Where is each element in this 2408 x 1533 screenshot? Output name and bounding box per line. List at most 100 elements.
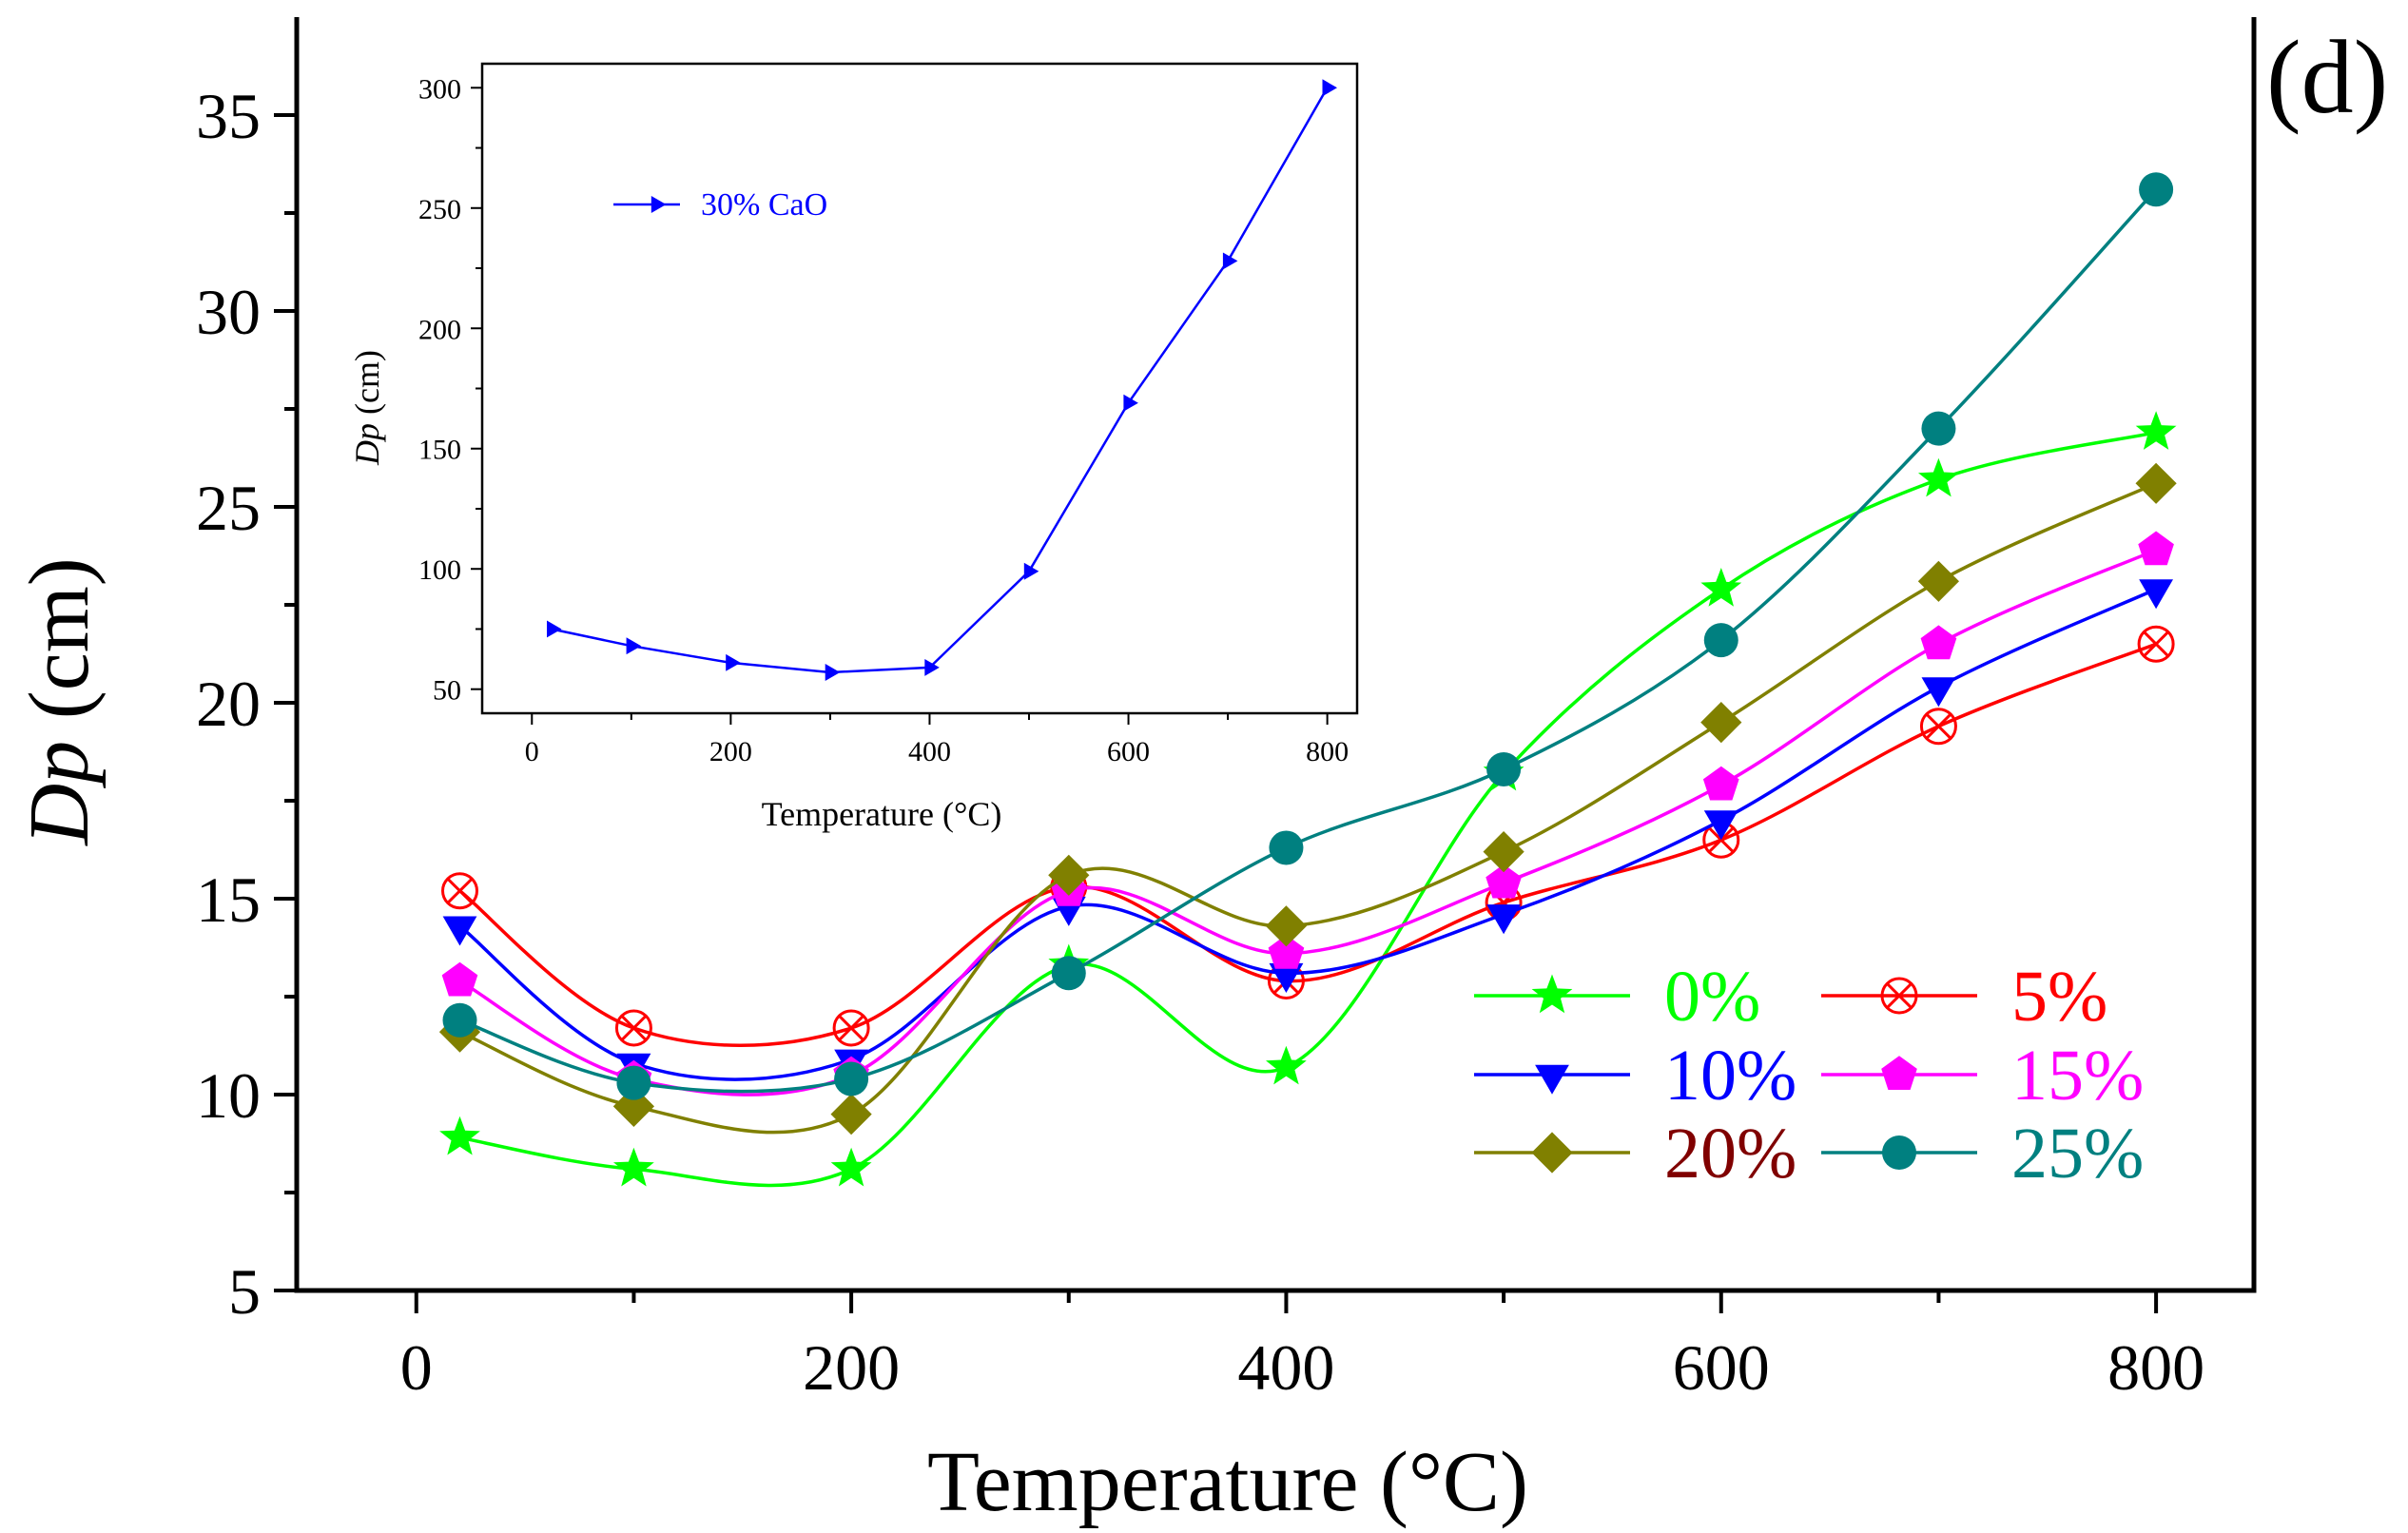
data-point	[439, 1116, 480, 1155]
data-point	[2139, 579, 2173, 610]
inset-x-tick-label: 400	[908, 736, 951, 767]
data-point	[613, 1147, 654, 1187]
y-tick-label: 15	[196, 864, 261, 936]
data-point	[1918, 457, 1959, 497]
data-point	[2137, 625, 2175, 663]
inset-data-point	[924, 659, 940, 676]
data-point	[2139, 172, 2174, 207]
y-tick-label: 35	[196, 80, 261, 152]
legend-item-0: 0%	[1474, 957, 1760, 1037]
legend: 0% 5% 10% 15% 20% 25%	[1474, 957, 2144, 1193]
series-line	[458, 642, 2157, 1048]
inset-data-point	[626, 637, 642, 655]
y-axis-title-unit: (cm)	[12, 557, 107, 740]
inset-y-tick-label: 200	[418, 314, 461, 345]
inset-data-point	[1222, 252, 1238, 270]
data-point	[1486, 752, 1522, 787]
legend-item-3: 15%	[1821, 1036, 2144, 1116]
data-point	[1051, 956, 1086, 991]
data-point	[1917, 560, 1959, 602]
data-point	[1920, 625, 1957, 660]
y-axis-title-symbol: Dp	[12, 741, 107, 847]
main-axes-frame	[294, 17, 2257, 1293]
inset-x-tick-label: 800	[1306, 736, 1349, 767]
inset-x-axis-title: Temperature (°C)	[762, 795, 1002, 833]
inset-y-axis-title: Dp (cm)	[348, 350, 386, 466]
inset-data-point	[547, 620, 562, 638]
legend-marker	[1531, 1132, 1573, 1174]
inset-plot: 0 200 400 600 800 50 100 150 200 250 300 Temperatur…	[348, 62, 1359, 833]
legend-item-4: 20%	[1474, 1114, 1796, 1193]
y-axis-title: Dp (cm)	[12, 557, 107, 846]
data-point	[1486, 864, 1522, 899]
legend-marker	[1880, 977, 1918, 1015]
inset-data-point	[1023, 562, 1039, 580]
series-line	[458, 188, 2158, 1094]
y-tick-label: 10	[196, 1059, 261, 1132]
data-point	[1700, 702, 1742, 744]
inset-series-0	[547, 79, 1337, 681]
y-tick-label: 20	[196, 668, 261, 740]
x-tick-label: 800	[2107, 1331, 2204, 1404]
legend-marker	[1535, 1064, 1569, 1095]
x-tick-label: 600	[1673, 1331, 1770, 1404]
series-5	[442, 172, 2174, 1100]
data-point	[2138, 531, 2174, 566]
data-point	[830, 1147, 872, 1187]
data-point	[1265, 905, 1307, 947]
legend-item-5: 25%	[1821, 1114, 2144, 1193]
series-3	[441, 531, 2174, 1096]
inset-data-point	[1322, 79, 1337, 97]
data-point	[830, 1094, 872, 1135]
inset-x-tick-label: 0	[525, 736, 539, 767]
series-4	[438, 462, 2177, 1135]
legend-marker	[1531, 974, 1573, 1014]
data-point	[2135, 462, 2177, 504]
inset-data-point	[825, 664, 841, 681]
inset-y-tick-label: 150	[418, 435, 461, 466]
x-axis-title: Temperature (°C)	[927, 1435, 1528, 1529]
inset-frame	[480, 62, 1359, 715]
inset-series-line	[551, 87, 1329, 674]
data-point	[1702, 766, 1739, 801]
data-point	[1486, 904, 1521, 935]
legend-item-1: 5%	[1821, 957, 2107, 1037]
legend-label: 0%	[1664, 957, 1760, 1037]
inset-legend: 30% CaO	[613, 187, 827, 223]
data-point	[1483, 831, 1524, 873]
inset-legend-marker	[651, 196, 667, 213]
inset-data-point	[1123, 394, 1138, 412]
data-point	[1269, 830, 1304, 865]
data-point	[1703, 623, 1738, 658]
x-tick-label: 400	[1237, 1331, 1334, 1404]
legend-label: 5%	[2011, 957, 2107, 1037]
data-point	[1048, 854, 1090, 896]
y-tick-label: 5	[228, 1255, 261, 1328]
series-line	[458, 481, 2157, 1135]
data-point	[1703, 810, 1738, 841]
legend-label: 20%	[1664, 1114, 1796, 1193]
inset-y-tick-label: 300	[418, 73, 461, 105]
data-point	[442, 1002, 477, 1038]
legend-marker	[1881, 1056, 1917, 1090]
series-line	[458, 587, 2157, 1081]
data-point	[1269, 962, 1304, 993]
data-point	[1700, 568, 1742, 607]
data-point	[1919, 708, 1957, 746]
legend-item-2: 10%	[1474, 1036, 1796, 1116]
inset-y-tick-label: 100	[418, 554, 461, 586]
x-tick-label: 0	[400, 1331, 433, 1404]
data-point	[1921, 411, 1956, 446]
inset-legend-label: 30% CaO	[701, 187, 827, 223]
data-point	[441, 961, 478, 997]
data-point	[616, 1065, 651, 1100]
legend-label: 15%	[2011, 1036, 2144, 1116]
legend-label: 10%	[1664, 1036, 1796, 1116]
data-point	[1921, 677, 1956, 708]
main-plot: 0 200 400 600 800 5 10 15 20 25 30 35 Temperature (°…	[12, 17, 2388, 1529]
data-point	[834, 1061, 869, 1096]
data-point	[832, 1009, 870, 1047]
y-tick-label: 30	[196, 276, 261, 348]
legend-label: 25%	[2011, 1114, 2144, 1193]
